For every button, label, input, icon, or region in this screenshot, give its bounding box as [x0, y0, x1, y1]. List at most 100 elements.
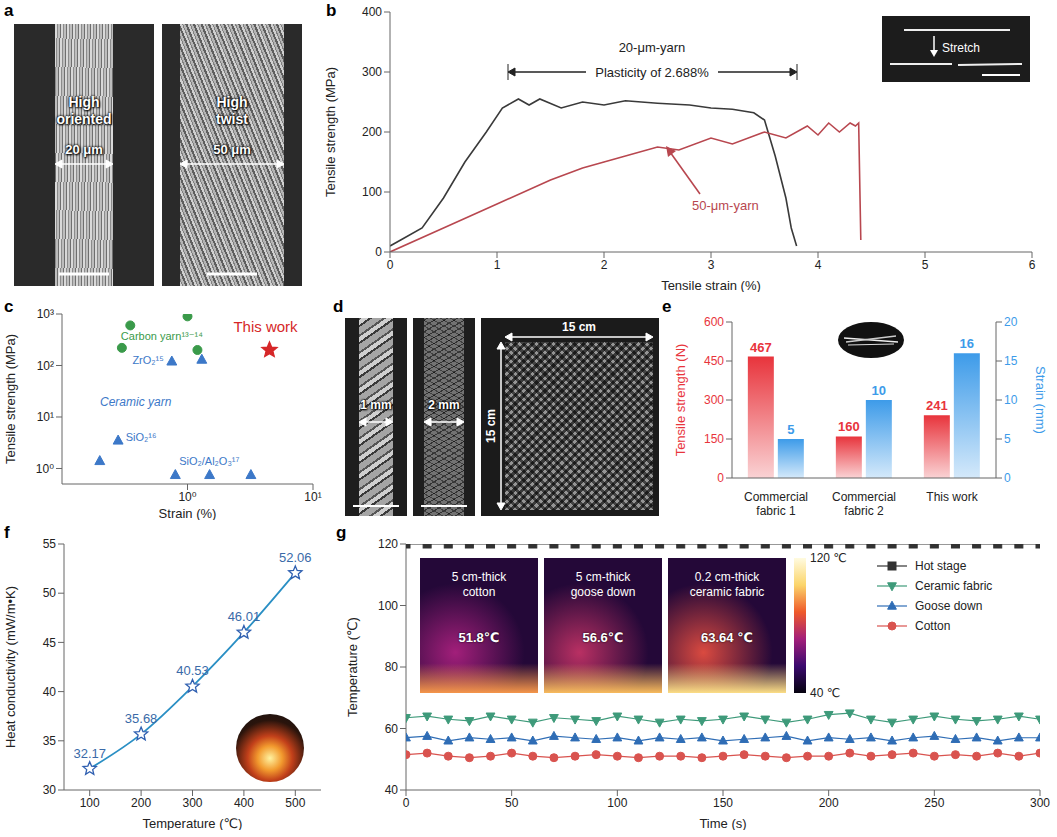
svg-text:55: 55	[43, 537, 57, 551]
svg-text:300: 300	[182, 796, 202, 810]
svg-text:16: 16	[960, 336, 974, 351]
svg-text:Tensile strength (MPa): Tensile strength (MPa)	[323, 67, 338, 197]
svg-text:100: 100	[607, 796, 627, 810]
svg-text:50: 50	[43, 586, 57, 600]
svg-text:Tensile strain (%): Tensile strain (%)	[661, 278, 761, 292]
svg-text:100: 100	[80, 796, 100, 810]
svg-text:Strain (mm): Strain (mm)	[1033, 366, 1048, 434]
svg-text:Commercialfabric 2: Commercialfabric 2	[832, 490, 896, 518]
svg-text:Heat conductivity (mW/m•K): Heat conductivity (mW/m•K)	[3, 586, 18, 748]
svg-text:400: 400	[234, 796, 254, 810]
html-text:1 mm: 1 mm	[360, 398, 392, 412]
svg-text:Temperature (℃): Temperature (℃)	[143, 816, 243, 830]
svg-text:100: 100	[378, 599, 398, 613]
svg-text:This work: This work	[233, 318, 298, 335]
svg-text:600: 600	[704, 315, 724, 329]
svg-text:52.06: 52.06	[279, 550, 312, 565]
svg-text:0: 0	[387, 258, 394, 272]
svg-text:100: 100	[362, 185, 382, 199]
svg-text:10: 10	[872, 383, 886, 398]
svg-text:15: 15	[1004, 354, 1018, 368]
svg-text:50: 50	[505, 796, 519, 810]
svg-text:241: 241	[926, 398, 948, 413]
svg-text:200: 200	[362, 125, 382, 139]
svg-text:40.53: 40.53	[176, 663, 209, 678]
svg-text:Strain (%): Strain (%)	[159, 506, 217, 520]
svg-text:Commercialfabric 1: Commercialfabric 1	[744, 490, 808, 518]
svg-text:SiO₂/Al₂O₃¹⁷: SiO₂/Al₂O₃¹⁷	[179, 455, 239, 467]
svg-text:450: 450	[704, 354, 724, 368]
svg-text:3: 3	[708, 258, 715, 272]
svg-text:20-μm-yarn: 20-μm-yarn	[619, 40, 686, 55]
html-text:50 μm: 50 μm	[213, 142, 251, 157]
svg-text:This work: This work	[926, 490, 978, 504]
svg-text:300: 300	[704, 393, 724, 407]
svg-text:400: 400	[362, 5, 382, 19]
svg-text:300: 300	[362, 65, 382, 79]
svg-text:10: 10	[1004, 393, 1018, 407]
svg-text:6: 6	[1029, 258, 1036, 272]
svg-text:10⁰: 10⁰	[36, 462, 54, 476]
svg-text:10¹: 10¹	[304, 490, 321, 504]
svg-text:200: 200	[131, 796, 151, 810]
svg-text:120: 120	[378, 537, 398, 551]
html-text:20 μm: 20 μm	[65, 142, 103, 157]
svg-text:1: 1	[494, 258, 501, 272]
svg-text:40: 40	[385, 783, 399, 797]
svg-text:35.68: 35.68	[125, 711, 158, 726]
svg-text:250: 250	[924, 796, 944, 810]
svg-text:500: 500	[285, 796, 305, 810]
svg-text:2: 2	[601, 258, 608, 272]
svg-text:15 cm: 15 cm	[484, 409, 498, 443]
html-text:56.6℃: 56.6℃	[582, 630, 624, 645]
svg-text:10³: 10³	[37, 307, 54, 321]
svg-text:10²: 10²	[37, 359, 54, 373]
svg-text:150: 150	[704, 432, 724, 446]
html-text:cotton: cotton	[462, 585, 496, 599]
svg-text:50-μm-yarn: 50-μm-yarn	[692, 198, 759, 213]
svg-text:0: 0	[717, 471, 724, 485]
svg-text:150: 150	[713, 796, 733, 810]
svg-text:SiO₂¹⁶: SiO₂¹⁶	[126, 431, 157, 443]
html-text:twist: twist	[216, 111, 248, 127]
svg-text:15 cm: 15 cm	[562, 320, 596, 334]
svg-text:10⁰: 10⁰	[178, 490, 196, 504]
svg-text:Carbon yarn¹³⁻¹⁴: Carbon yarn¹³⁻¹⁴	[121, 330, 203, 342]
svg-text:4: 4	[815, 258, 822, 272]
svg-text:Tensile strength (N): Tensile strength (N)	[673, 344, 688, 457]
svg-text:300: 300	[1030, 796, 1050, 810]
svg-text:45: 45	[43, 636, 57, 650]
svg-text:35: 35	[43, 734, 57, 748]
svg-text:30: 30	[43, 783, 57, 797]
svg-text:Plasticity of 2.688%: Plasticity of 2.688%	[595, 65, 709, 80]
html-text:High: High	[68, 94, 100, 110]
html-text:Ceramic yarn: Ceramic yarn	[100, 395, 172, 409]
svg-text:20: 20	[1004, 315, 1018, 329]
html-text:2 mm: 2 mm	[428, 398, 460, 412]
svg-text:Stretch: Stretch	[942, 41, 980, 55]
svg-text:0: 0	[1004, 471, 1011, 485]
svg-text:10¹: 10¹	[37, 410, 54, 424]
svg-text:5: 5	[787, 422, 794, 437]
svg-text:0: 0	[375, 245, 382, 259]
html-text:oriented: oriented	[56, 111, 112, 127]
svg-text:46.01: 46.01	[228, 609, 261, 624]
svg-text:5: 5	[922, 258, 929, 272]
html-text:63.64 ℃: 63.64 ℃	[701, 630, 753, 645]
svg-text:Temperature (℃): Temperature (℃)	[345, 617, 360, 717]
svg-text:Time (s): Time (s)	[699, 816, 746, 830]
svg-text:0: 0	[403, 796, 410, 810]
svg-text:80: 80	[385, 660, 399, 674]
svg-text:Tensile strength (MPa): Tensile strength (MPa)	[3, 334, 18, 464]
svg-text:32.17: 32.17	[73, 746, 106, 761]
svg-text:160: 160	[838, 419, 860, 434]
html-text:High: High	[216, 94, 248, 110]
html-text:51.8℃: 51.8℃	[458, 630, 500, 645]
svg-text:40: 40	[43, 685, 57, 699]
svg-text:200: 200	[819, 796, 839, 810]
svg-text:467: 467	[750, 340, 772, 355]
svg-text:60: 60	[385, 722, 399, 736]
svg-text:5: 5	[1004, 432, 1011, 446]
svg-text:ZrO₂¹⁵: ZrO₂¹⁵	[132, 354, 163, 366]
html-text:5 cm-thick: 5 cm-thick	[451, 570, 507, 584]
